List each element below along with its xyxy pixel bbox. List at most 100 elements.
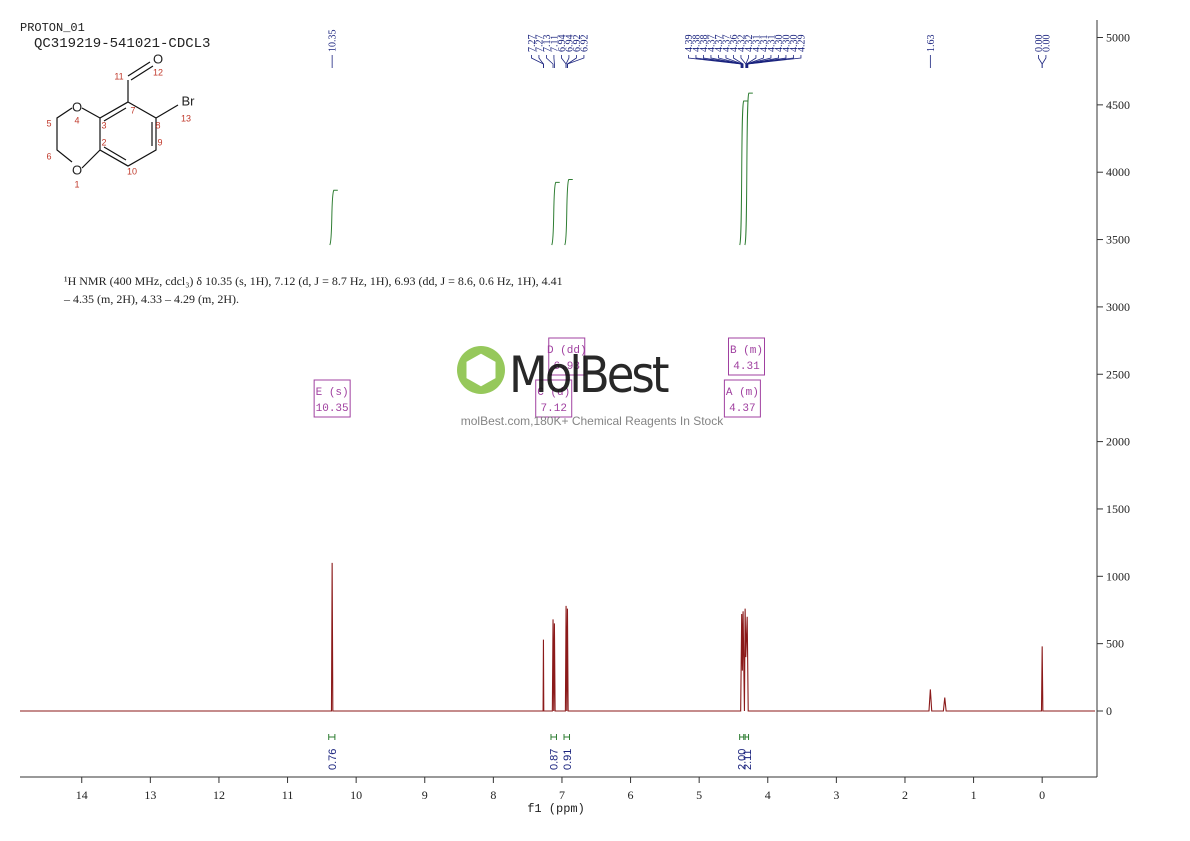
atom-number: 8 [155, 120, 160, 130]
integral-curve [564, 178, 573, 246]
peak-label: 0.00 [1034, 35, 1045, 53]
peak-label: 4.37 [721, 35, 732, 53]
peak-label: 4.31 [751, 35, 762, 53]
y-tick-label: 5000 [1106, 31, 1130, 45]
atom-number: 3 [101, 120, 106, 130]
integral-label: 2.11 [742, 749, 754, 770]
peak-connector [746, 55, 794, 68]
watermark-logo [463, 350, 499, 390]
peak-connector [538, 55, 544, 68]
peak-label: 4.38 [691, 35, 702, 53]
multiplet-box [723, 379, 761, 418]
atom-number: 10 [127, 166, 137, 176]
peak-label: 4.36 [729, 35, 740, 53]
peak-connector [746, 55, 772, 68]
y-tick-label: 1500 [1106, 502, 1130, 516]
y-tick-label: 1000 [1106, 569, 1130, 583]
y-tick-label: 2000 [1106, 435, 1130, 449]
y-tick-label: 4000 [1106, 165, 1130, 179]
y-tick-label: 0 [1106, 704, 1112, 718]
spectrum-line [20, 562, 1095, 712]
multiplet-label: A (m) [726, 387, 759, 399]
y-tick-label: 3000 [1106, 300, 1130, 314]
peak-label: 4.30 [789, 35, 800, 53]
x-tick-label: 8 [490, 788, 496, 802]
x-tick-label: 7 [559, 788, 565, 802]
atom-number: 6 [46, 151, 51, 161]
x-tick-label: 14 [76, 788, 88, 802]
x-tick-label: 5 [696, 788, 702, 802]
peak-label: 7.27 [527, 35, 538, 53]
peak-label: 7.13 [542, 35, 553, 53]
watermark-tagline: molBest.com,180K+ Chemical Reagents In S… [461, 414, 724, 428]
multiplet-label: C (d) [537, 387, 570, 399]
description: – 4.35 (m, 2H), 4.33 – 4.29 (m, 2H). [63, 292, 239, 306]
peak-label: 4.32 [736, 35, 747, 53]
multiplet-shift: 10.35 [316, 403, 349, 415]
peak-label: 1.63 [926, 35, 937, 53]
peak-connector [733, 55, 744, 68]
peak-label: 6.92 [572, 35, 583, 53]
peak-label: 4.37 [706, 35, 717, 53]
peak-label: 4.32 [744, 35, 755, 53]
peak-label: 4.30 [774, 35, 785, 53]
x-tick-label: 10 [350, 788, 362, 802]
peak-connector [745, 55, 749, 68]
integral-label: 2.00 [737, 749, 749, 770]
atom-number: 1 [74, 179, 79, 189]
x-tick-label: 3 [833, 788, 839, 802]
molecule-bonds [56, 61, 179, 169]
multiplet-box [535, 379, 573, 418]
integral-range [563, 734, 571, 740]
peak-connector [565, 55, 570, 68]
peak-connector [546, 55, 554, 68]
peak-label: 7.27 [534, 35, 545, 53]
peak-label: 4.37 [714, 35, 725, 53]
peak-label: 0.00 [1041, 35, 1052, 53]
integral-range [739, 734, 745, 740]
y-tick-label: 3500 [1106, 233, 1130, 247]
multiplet-box [313, 379, 351, 418]
integral-curve [744, 92, 753, 246]
integral-label: 0.87 [549, 749, 561, 770]
chart-title: PROTON_01 [20, 21, 85, 35]
x-tick-label: 12 [213, 788, 225, 802]
peak-label: 7.11 [549, 35, 560, 52]
atom-number: 12 [153, 67, 163, 77]
atom-label: O [153, 51, 163, 66]
atom-number: 11 [114, 71, 123, 81]
peak-label: 6.94 [557, 35, 568, 53]
peak-label: 4.39 [684, 35, 695, 53]
multiplet-shift: 4.37 [729, 403, 755, 415]
peak-connector [561, 55, 567, 68]
y-tick-label: 2500 [1106, 367, 1130, 381]
x-axis-label: f1 (ppm) [527, 802, 585, 816]
atom-number: 13 [181, 113, 191, 123]
atom-number: 9 [157, 137, 162, 147]
integral-curve [329, 189, 338, 246]
multiplet-box [727, 337, 765, 376]
peak-connector [688, 55, 742, 68]
integral-range [550, 734, 557, 740]
multiplet-label: E (s) [316, 387, 349, 399]
atom-number: 2 [101, 137, 106, 147]
peak-label: 4.38 [699, 35, 710, 53]
integral-range [328, 734, 336, 740]
multiplet-shift: 7.12 [541, 403, 567, 415]
peak-connector [1041, 55, 1047, 68]
peak-label: 4.30 [781, 35, 792, 53]
multiplet-shift: 4.31 [733, 361, 760, 373]
y-tick-label: 4500 [1106, 98, 1130, 112]
multiplet-label: B (m) [730, 345, 763, 357]
integral-label: 0.76 [327, 749, 339, 770]
peak-connector [567, 55, 585, 68]
x-tick-label: 6 [628, 788, 634, 802]
multiplet-box [548, 337, 586, 376]
integral-curve [551, 181, 560, 246]
peak-label: 4.31 [766, 35, 777, 53]
peak-label: 6.94 [564, 35, 575, 53]
integral-label: 0.91 [562, 749, 574, 770]
peak-connector [1038, 55, 1043, 68]
y-tick-label: 500 [1106, 637, 1124, 651]
